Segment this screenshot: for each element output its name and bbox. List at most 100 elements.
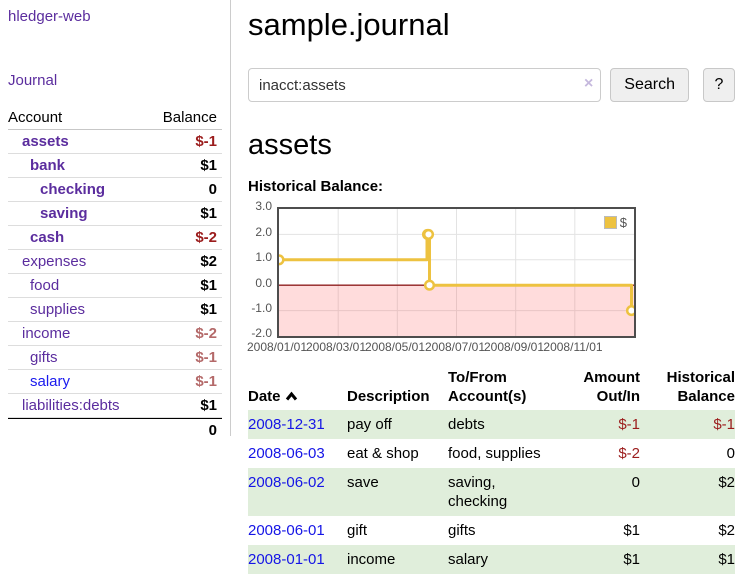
account-row-supplies: supplies $1 [8,298,222,322]
account-row-checking: checking 0 [8,178,222,202]
y-tick-label: -2.0 [251,326,272,340]
account-link-assets[interactable]: assets [22,133,69,150]
accounts-cell: saving, checking [448,474,508,510]
y-tick-label: 3.0 [255,199,272,213]
account-balance: $-1 [195,373,217,390]
chart-legend: $ [602,214,628,231]
account-balance: $-1 [195,349,217,366]
legend-swatch-icon [603,216,617,229]
account-row-income: income $-2 [8,322,222,346]
register-header-date[interactable]: Date [248,366,347,410]
account-link-supplies[interactable]: supplies [30,301,86,318]
account-row-food: food $1 [8,274,222,298]
y-tick-label: 2.0 [255,225,272,239]
register-row: 2008-01-01 income salary $1 $1 [248,545,735,574]
y-tick-label: -1.0 [251,301,272,315]
accounts-total-row: 0 [8,418,222,442]
account-link-checking[interactable]: checking [40,181,106,198]
date-cell: 2008-12-31 [248,410,347,439]
chart-canvas [273,209,638,336]
account-link-gifts[interactable]: gifts [30,349,58,366]
search-input[interactable] [248,68,602,102]
account-balance: $1 [200,205,217,222]
account-row-cash: cash $-2 [8,226,222,250]
account-link-income[interactable]: income [22,325,71,342]
date-link[interactable]: 2008-06-02 [248,474,325,491]
account-balance: 0 [208,181,217,198]
account-balance: $-1 [195,133,217,150]
date-link[interactable]: 2008-06-03 [248,445,325,462]
x-tick-label: 2008/07/01 [424,340,486,354]
account-link-salary[interactable]: salary [30,373,71,390]
x-tick-label: 2008/03/01 [305,340,367,354]
main-content: sample.journal × Search ? assets Histori… [246,0,735,574]
chart-title: Historical Balance: [248,178,384,195]
brand-link[interactable]: hledger-web [8,8,91,25]
amount-cell: $1 [623,522,640,539]
accounts-total-value: 0 [208,422,217,439]
search-bar: × Search ? [248,68,735,102]
accounts-cell: gifts [448,522,476,539]
help-button[interactable]: ? [703,68,735,102]
x-tick-label: 2008/11/01 [543,340,603,354]
date-link[interactable]: 2008-06-01 [248,522,325,539]
account-balance: $1 [200,397,217,414]
account-balance: $1 [200,301,217,318]
account-balance: $-2 [195,325,217,342]
account-row-expenses: expenses $2 [8,250,222,274]
register-table: Date Description To/From Account(s) Amou… [248,366,735,574]
account-row-saving: saving $1 [8,202,222,226]
amount-cell: $1 [623,551,640,568]
account-row-assets: assets $-1 [8,130,222,154]
register-row: 2008-06-03 eat & shop food, supplies $-2… [248,439,735,468]
register-header-amount: Amount Out/In [583,369,640,405]
date-header-label: Date [248,388,281,405]
date-cell: 2008-06-01 [248,516,347,545]
accounts-cell: food, supplies [448,445,541,462]
y-tick-label: 1.0 [255,250,272,264]
accounts-cell: salary [448,551,489,568]
account-link-expenses[interactable]: expenses [22,253,87,270]
date-cell: 2008-06-02 [248,468,347,516]
account-balance: $2 [200,253,217,270]
date-link[interactable]: 2008-01-01 [248,551,325,568]
clear-search-icon[interactable]: × [583,75,594,92]
search-button[interactable]: Search [610,68,689,102]
chart-plot-area: $ [273,207,638,338]
account-link-bank[interactable]: bank [30,157,66,174]
description-cell: income [347,551,396,568]
date-cell: 2008-01-01 [248,545,347,574]
account-link-saving[interactable]: saving [40,205,88,222]
balance-cell: 0 [726,445,735,462]
register-row: 2008-06-02 save saving, checking 0 $2 [248,468,735,516]
account-row-liabilities-debts: liabilities:debts $1 [8,394,222,418]
amount-cell: $-2 [618,445,640,462]
register-row: 2008-06-01 gift gifts $1 $2 [248,516,735,545]
date-link[interactable]: 2008-12-31 [248,416,325,433]
negative-region-shade [279,285,634,336]
sidebar-item-journal[interactable]: Journal [8,72,58,89]
legend-label: $ [619,215,627,230]
account-balance: $1 [200,157,217,174]
account-heading: assets [248,129,332,161]
balance-cell: $-1 [713,416,735,433]
account-link-liabilities-debts[interactable]: liabilities:debts [22,397,120,414]
account-balance: $1 [200,277,217,294]
account-balance: $-2 [195,229,217,246]
search-box: × [248,68,602,102]
x-tick-label: 2008/01/01 [246,340,308,354]
historical-balance-chart: 3.0 2.0 1.0 0.0 -1.0 -2.0 [246,199,735,356]
accounts-table-header: Account Balance [8,106,222,130]
account-link-food[interactable]: food [30,277,60,294]
account-link-cash[interactable]: cash [30,229,65,246]
register-header-description: Description [347,388,430,405]
accounts-cell: debts [448,416,485,433]
sidebar: hledger-web Journal Account Balance asse… [0,0,231,439]
x-tick-label: 2008/09/01 [483,340,545,354]
amount-cell: $-1 [618,416,640,433]
y-tick-label: 0.0 [255,276,272,290]
register-header-accounts: To/From Account(s) [448,369,527,405]
page-title: sample.journal [248,7,450,42]
register-header-row: Date Description To/From Account(s) Amou… [248,366,735,410]
account-row-bank: bank $1 [8,154,222,178]
